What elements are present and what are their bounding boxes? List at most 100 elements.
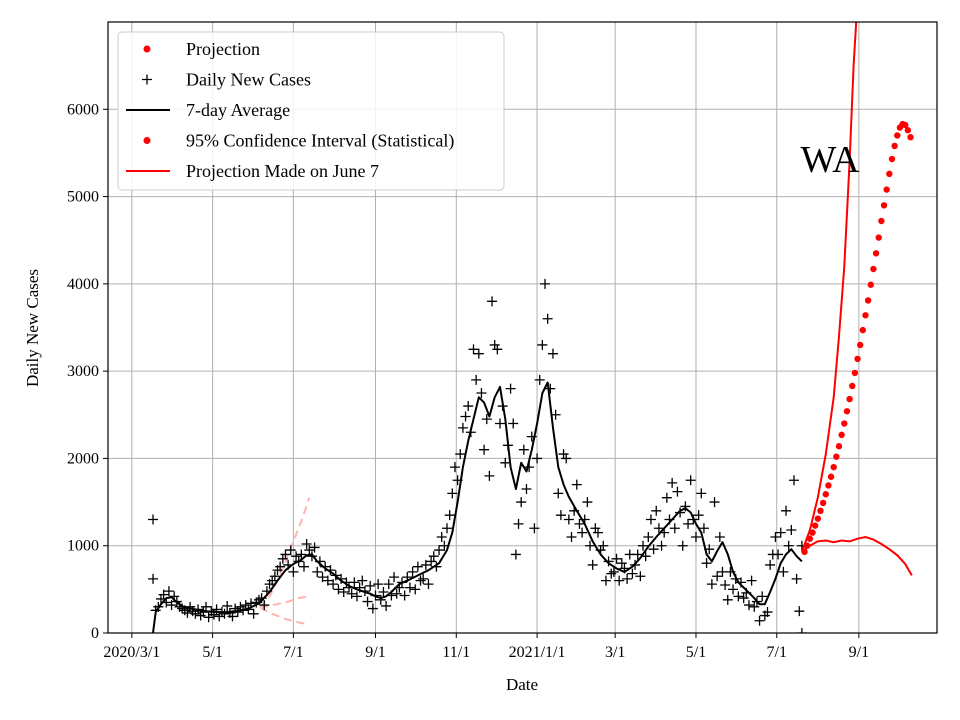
projection-point (843, 408, 851, 415)
legend-label: Daily New Cases (186, 70, 311, 90)
seven-day-average-line (152, 381, 803, 633)
daily-case-point (312, 566, 323, 577)
projection-june-7-upper-line (800, 22, 858, 553)
daily-case-point (563, 514, 574, 525)
projection-point (859, 326, 867, 334)
daily-case-point (333, 584, 344, 595)
daily-case-point (357, 575, 368, 586)
daily-case-point (677, 540, 688, 551)
daily-case-point (285, 545, 296, 556)
projection-dots-series (801, 120, 914, 556)
daily-case-point (457, 422, 468, 433)
projection-point (830, 463, 837, 471)
x-tick-label: 5/1 (686, 644, 706, 661)
projection-point (841, 420, 848, 427)
daily-case-point (701, 558, 712, 569)
projection-point (875, 234, 882, 241)
daily-case-point (322, 575, 333, 586)
daily-case-point (423, 579, 434, 590)
daily-case-point (667, 477, 678, 488)
daily-case-point (577, 527, 588, 538)
x-axis-label: Date (506, 675, 538, 694)
daily-case-point (590, 523, 601, 534)
daily-case-point (391, 588, 402, 599)
daily-case-point (534, 374, 545, 385)
x-tick-label: 9/1 (849, 644, 869, 661)
projection-point (856, 341, 864, 349)
daily-case-point (574, 518, 585, 529)
daily-case-point (706, 579, 717, 590)
y-axis-label: Daily New Cases (23, 269, 42, 387)
daily-case-point (291, 551, 302, 562)
daily-case-point (608, 566, 619, 577)
daily-case-point (653, 523, 664, 534)
daily-case-point (494, 418, 505, 429)
daily-case-point (529, 523, 540, 534)
daily-case-point (712, 571, 723, 582)
daily-case-point (516, 497, 527, 508)
daily-case-point (770, 531, 781, 542)
daily-case-point (696, 488, 707, 499)
daily-case-point (788, 475, 799, 486)
daily-case-point (786, 525, 797, 536)
daily-case-point (484, 470, 495, 481)
daily-case-point (585, 540, 596, 551)
daily-case-point (614, 575, 625, 586)
daily-case-point (460, 411, 471, 422)
daily-case-point (611, 553, 622, 564)
daily-case-point (338, 586, 349, 597)
projection-point (880, 202, 888, 209)
y-tick-label: 5000 (67, 189, 99, 206)
daily-case-point (306, 551, 317, 562)
x-tick-label: 5/1 (202, 644, 222, 661)
daily-case-point (277, 553, 288, 564)
y-tick-label: 6000 (67, 101, 99, 118)
daily-case-point (553, 488, 564, 499)
daily-case-point (185, 601, 196, 612)
projection-point (814, 515, 822, 522)
daily-case-point (227, 611, 238, 622)
daily-case-point (280, 549, 291, 560)
daily-case-point (762, 607, 773, 618)
daily-case-point (518, 444, 529, 455)
daily-case-point (632, 549, 643, 560)
x-tick-label: 7/1 (767, 644, 787, 661)
daily-case-point (187, 606, 198, 617)
daily-case-point (487, 296, 498, 307)
daily-case-point (190, 608, 201, 619)
seven-day-average-series (152, 381, 803, 633)
daily-case-point (505, 383, 516, 394)
legend-label: Projection Made on June 7 (186, 161, 379, 181)
daily-case-point (367, 603, 378, 614)
daily-case-point (510, 549, 521, 560)
daily-case-point (389, 572, 400, 583)
daily-case-point (420, 559, 431, 570)
daily-case-point (648, 544, 659, 555)
daily-case-point (476, 387, 487, 398)
plot-frame (107, 21, 938, 634)
daily-case-point (675, 507, 686, 518)
earlier-projection-dashed-line (259, 606, 310, 626)
daily-case-point (418, 573, 429, 584)
daily-case-point (698, 523, 709, 534)
daily-case-point (309, 542, 320, 553)
projection-point (864, 297, 872, 304)
daily-case-point (587, 559, 598, 570)
daily-case-point (743, 600, 754, 611)
daily-case-point (773, 549, 784, 560)
legend-label: Projection (186, 39, 260, 59)
daily-case-point (508, 418, 519, 429)
daily-case-point (301, 538, 312, 549)
projection-point (891, 142, 898, 150)
x-tick-label: 2021/1/1 (509, 644, 566, 661)
projection-point (838, 431, 845, 439)
daily-case-point (158, 589, 169, 600)
daily-case-point (463, 401, 474, 412)
daily-case-point (592, 527, 603, 538)
daily-case-point (537, 339, 548, 350)
x-tick-label: 7/1 (283, 644, 303, 661)
daily-case-point (720, 579, 731, 590)
daily-case-point (540, 278, 551, 289)
daily-case-point (757, 591, 768, 602)
